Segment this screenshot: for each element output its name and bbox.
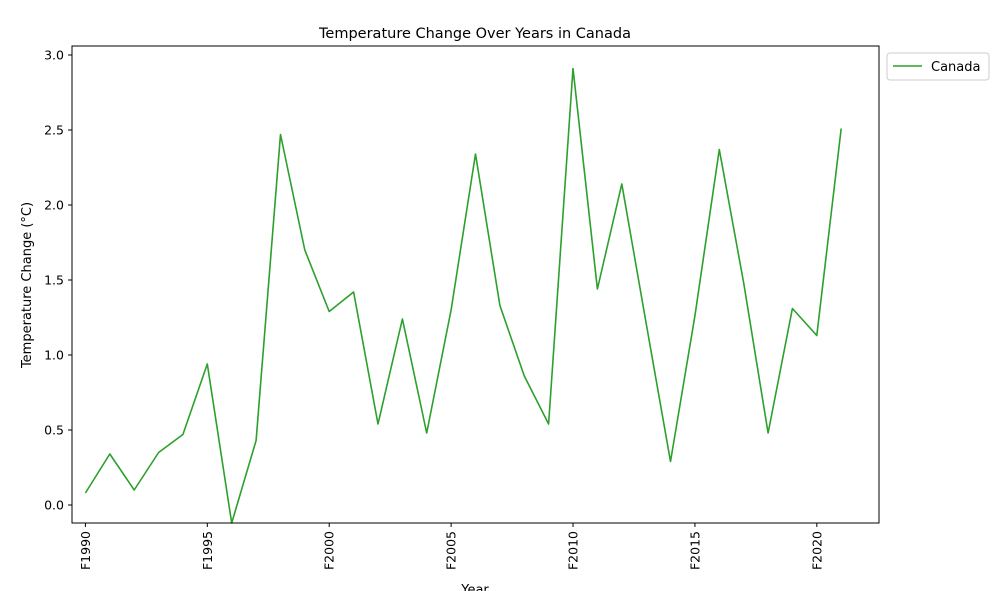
legend-label-canada: Canada [931,60,980,75]
y-tick-label: 0.0 [44,498,64,513]
y-tick-label: 3.0 [44,48,64,63]
y-tick-label: 1.5 [44,273,64,288]
x-tick-label: F1995 [200,531,215,570]
y-axis: 0.0 0.5 1.0 1.5 2.0 2.5 3.0 [44,48,72,513]
series-line-canada [84,67,842,524]
x-tick-label: F2015 [687,531,702,570]
x-tick-label: F1990 [78,531,93,570]
y-tick-label: 1.0 [44,348,64,363]
x-tick-label: F2000 [322,531,337,570]
y-tick-label: 0.5 [44,423,64,438]
plot-frame [71,45,880,524]
x-tick-label: F2020 [809,531,824,570]
y-tick-label: 2.5 [44,123,64,138]
x-tick-label: F2005 [444,531,459,570]
chart-title: Temperature Change Over Years in Canada [318,26,631,42]
x-axis-label: Year [460,583,489,591]
plot-area [71,45,880,524]
legend-box [886,52,990,81]
legend: Canada [886,52,990,81]
y-axis-label: Temperature Change (°C) [20,202,35,369]
x-axis: F1990 F1995 F2000 F2005 F2010 F2015 F2020 [78,523,824,570]
y-tick-label: 2.0 [44,198,64,213]
x-tick-label: F2010 [566,531,581,570]
